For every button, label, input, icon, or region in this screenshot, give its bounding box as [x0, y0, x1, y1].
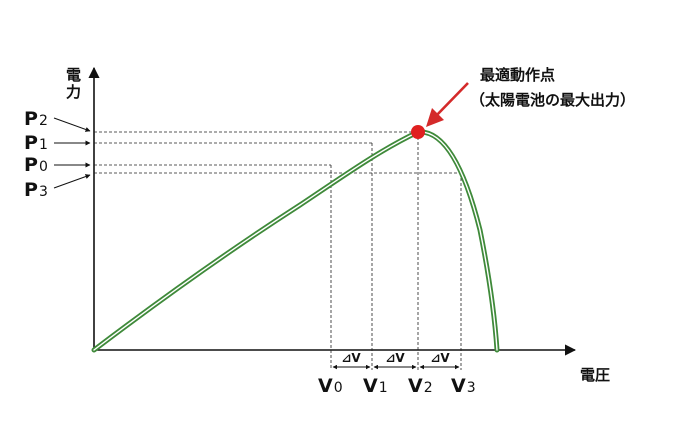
max-power-point	[411, 125, 425, 139]
delta-v-2-3: ⊿V	[419, 351, 460, 370]
power-label-2: P2	[24, 108, 48, 130]
voltage-label-2: V2	[408, 375, 433, 397]
delta-v-label: ⊿V	[430, 351, 450, 365]
power-label-1: P1	[24, 132, 48, 154]
p-label-1: P1	[24, 132, 91, 154]
power-label-3: P3	[24, 179, 48, 201]
mpp-arrow-head	[426, 108, 444, 127]
delta-v-label: ⊿V	[341, 351, 361, 365]
y-axis-title-char2: 力	[66, 83, 81, 101]
delta-v-1-2: ⊿V	[373, 351, 417, 370]
voltage-label-1: V1	[363, 375, 388, 397]
delta-v-0-1: ⊿V	[332, 351, 371, 370]
voltage-label-3: V3	[451, 375, 476, 397]
voltage-label-0: V0	[318, 375, 343, 397]
mpp-arrow-shaft	[433, 82, 469, 119]
p-label-2: P2	[24, 108, 91, 132]
delta-v-label: ⊿V	[385, 351, 405, 365]
power-curve-inner	[93, 131, 498, 351]
power-label-0: P0	[24, 154, 48, 176]
p-label-3: P3	[24, 174, 91, 201]
annotation-line2: （太陽電池の最大出力）	[470, 91, 635, 109]
annotation-line1: 最適動作点	[480, 66, 555, 84]
y-axis-title-char1: 電	[66, 66, 81, 84]
p-label-0: P0	[24, 154, 91, 176]
x-axis-title: 電圧	[580, 366, 610, 384]
